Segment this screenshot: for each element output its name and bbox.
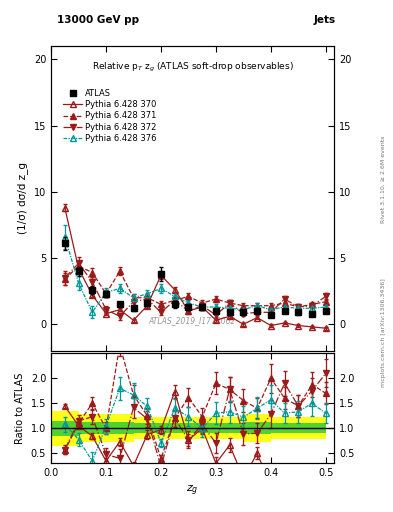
Bar bbox=[298, 417, 326, 439]
Bar bbox=[134, 417, 161, 439]
Text: ATLAS_2019_I1772062: ATLAS_2019_I1772062 bbox=[149, 316, 236, 325]
Text: 13000 GeV pp: 13000 GeV pp bbox=[57, 14, 139, 25]
Legend: ATLAS, Pythia 6.428 370, Pythia 6.428 371, Pythia 6.428 372, Pythia 6.428 376: ATLAS, Pythia 6.428 370, Pythia 6.428 37… bbox=[61, 87, 159, 145]
Text: Jets: Jets bbox=[314, 14, 336, 25]
Bar bbox=[271, 423, 298, 433]
Bar bbox=[51, 421, 79, 436]
Bar bbox=[161, 417, 189, 439]
Y-axis label: Ratio to ATLAS: Ratio to ATLAS bbox=[15, 373, 25, 444]
Bar bbox=[189, 417, 216, 439]
Bar bbox=[79, 414, 106, 442]
Bar bbox=[216, 417, 243, 439]
Bar bbox=[243, 414, 271, 442]
Bar bbox=[79, 422, 106, 434]
Text: mcplots.cern.ch [arXiv:1306.3436]: mcplots.cern.ch [arXiv:1306.3436] bbox=[381, 279, 386, 387]
Text: Relative p$_{T}$ z$_{g}$ (ATLAS soft-drop observables): Relative p$_{T}$ z$_{g}$ (ATLAS soft-dro… bbox=[92, 61, 294, 74]
Bar bbox=[189, 423, 216, 433]
Bar bbox=[51, 411, 79, 446]
Bar bbox=[106, 422, 134, 434]
Text: Rivet 3.1.10, ≥ 2.6M events: Rivet 3.1.10, ≥ 2.6M events bbox=[381, 136, 386, 223]
Bar bbox=[298, 423, 326, 433]
Bar bbox=[106, 414, 134, 442]
Bar bbox=[243, 422, 271, 434]
Bar bbox=[216, 423, 243, 433]
X-axis label: $z_g$: $z_g$ bbox=[186, 484, 199, 498]
Y-axis label: (1/σ) dσ/d z_g: (1/σ) dσ/d z_g bbox=[17, 162, 28, 234]
Bar bbox=[134, 423, 161, 433]
Bar bbox=[271, 417, 298, 439]
Bar bbox=[161, 423, 189, 433]
